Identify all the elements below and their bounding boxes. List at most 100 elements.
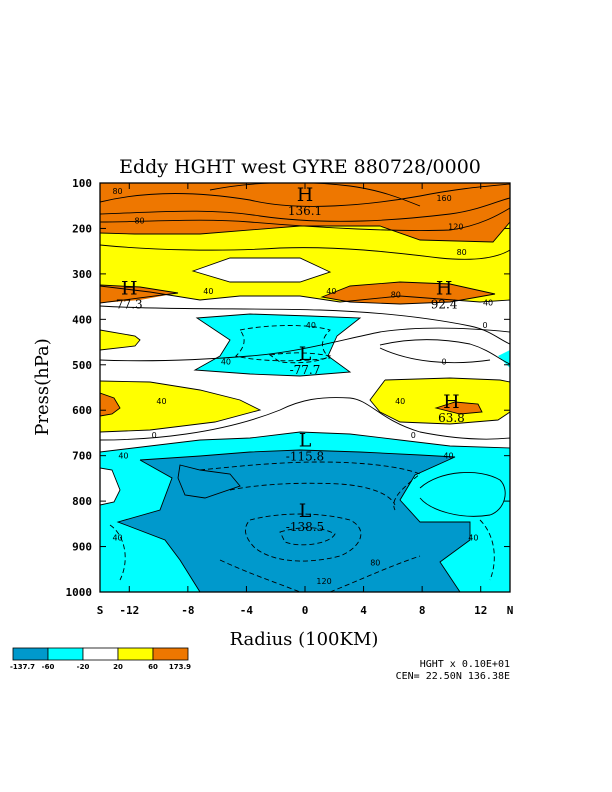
- high-marker: H: [121, 277, 138, 299]
- extremum-value: 63.8: [438, 411, 465, 425]
- contour-label: 0: [411, 431, 416, 440]
- contour-label-layer: 80 80 160 120 80 40 40 80 40 0 40 40 0 40 40 0 0 40 40 40 40…: [112, 187, 493, 586]
- colorbar-swatch: [82, 647, 119, 661]
- contour-label: 40: [118, 452, 128, 461]
- contour-label: 40: [203, 287, 213, 296]
- colorbar-swatch: [12, 647, 49, 661]
- x-tick-label: 8: [419, 604, 426, 617]
- contour-label: 80: [457, 248, 467, 257]
- x-tick-label: 0: [302, 604, 309, 617]
- x-tick-label: -8: [181, 604, 194, 617]
- extremum-value: 92.4: [431, 297, 458, 311]
- contour-line: [100, 329, 141, 351]
- low-marker: L: [299, 430, 312, 452]
- negative-contour-line: [479, 519, 495, 581]
- negative-contour-line: [219, 559, 301, 592]
- y-tick-label: 800: [72, 495, 92, 508]
- contour-label: 40: [443, 452, 453, 461]
- extrema-layer: H136.1H77.3H92.4L-77.7H63.8L-115.8L-138.…: [116, 184, 465, 534]
- contour-line: [100, 244, 510, 260]
- contour-label: 0: [483, 321, 488, 330]
- y-tick-label: 500: [72, 359, 92, 372]
- contour-label: 0: [442, 358, 447, 367]
- contour-label: 40: [395, 397, 405, 406]
- negative-contour-line: [268, 352, 332, 364]
- colorbar: -137.7 -60 -20 20 60 173.9: [10, 647, 191, 671]
- x-tick-label: 4: [360, 604, 367, 617]
- contour-line: [100, 207, 510, 231]
- contour-line: [191, 257, 332, 283]
- colorbar-swatch: [152, 647, 189, 661]
- contour-line: [209, 183, 421, 207]
- negative-contour-line: [199, 461, 421, 511]
- contour-line: [369, 377, 510, 425]
- contour-line: [116, 449, 471, 592]
- contour-label: 40: [156, 397, 166, 406]
- y-tick-label: 1000: [66, 586, 93, 599]
- negative-contour-line: [109, 524, 126, 581]
- contour-label: 40: [483, 299, 493, 308]
- extremum-value: 136.1: [288, 204, 322, 218]
- y-tick-label: 700: [72, 450, 92, 463]
- high-marker: H: [436, 277, 453, 299]
- negative-contour-line: [329, 555, 421, 592]
- contour-line: [100, 221, 510, 243]
- negative-contour-line: [279, 527, 336, 546]
- scale-note: HGHT x 0.10E+01: [420, 659, 510, 670]
- contour-line: [434, 401, 483, 415]
- contour-label: 40: [326, 287, 336, 296]
- y-axis-label: Press(hPa): [32, 338, 53, 436]
- extremum-value: -138.5: [286, 520, 324, 534]
- negative-contour-layer: [109, 325, 495, 592]
- low-marker: L: [299, 343, 312, 365]
- contour-label: 160: [436, 194, 451, 203]
- contour-line: [100, 392, 121, 417]
- colorbar-swatch: [47, 647, 84, 661]
- colorbar-label: -20: [77, 663, 90, 671]
- contour-line: [100, 197, 510, 222]
- contour-label: 120: [316, 577, 331, 586]
- contour-label: 40: [468, 533, 478, 542]
- negative-contour-line: [229, 482, 396, 506]
- contour-line: [177, 464, 241, 499]
- colorbar-swatch: [117, 647, 154, 661]
- contour-line: [100, 284, 179, 304]
- high-marker: H: [443, 391, 460, 413]
- x-tick-label: 12: [474, 604, 487, 617]
- high-marker: H: [297, 184, 314, 206]
- extremum-value: -77.7: [290, 363, 321, 377]
- x-tick-label: N: [507, 604, 514, 617]
- contour-line: [419, 471, 506, 517]
- contour-line: [100, 397, 510, 441]
- colorbar-label: -137.7: [10, 663, 35, 671]
- contour-line-layer: [100, 183, 510, 592]
- x-axis-label: Radius (100KM): [230, 629, 379, 650]
- contour-label: 40: [306, 321, 316, 330]
- y-tick-label: 600: [72, 404, 92, 417]
- contour-line: [100, 431, 510, 453]
- negative-contour-line: [235, 325, 332, 362]
- contour-fill-layer: [100, 183, 510, 592]
- contour-line: [100, 467, 121, 506]
- chart-title: Eddy HGHT west GYRE 880728/0000: [119, 156, 481, 178]
- colorbar-label: -60: [42, 663, 55, 671]
- center-note: CEN= 22.50N 136.38E: [396, 671, 510, 682]
- y-tick-label: 400: [72, 313, 92, 326]
- colorbar-label: 173.9: [169, 663, 191, 671]
- y-tick-label: 900: [72, 541, 92, 554]
- contour-label: 80: [134, 217, 144, 226]
- y-tick-label: 200: [72, 222, 92, 235]
- x-tick-label: S: [97, 604, 104, 617]
- contour-line: [379, 339, 510, 365]
- extremum-value: -115.8: [286, 450, 324, 464]
- contour-label: 80: [370, 558, 380, 567]
- contour-line: [379, 347, 491, 364]
- low-marker: L: [299, 500, 312, 522]
- contour-line: [320, 281, 496, 305]
- y-tick-label: 300: [72, 268, 92, 281]
- y-tick-label: 100: [72, 177, 92, 190]
- contour-line: [100, 183, 510, 207]
- colorbar-label: 20: [113, 663, 123, 671]
